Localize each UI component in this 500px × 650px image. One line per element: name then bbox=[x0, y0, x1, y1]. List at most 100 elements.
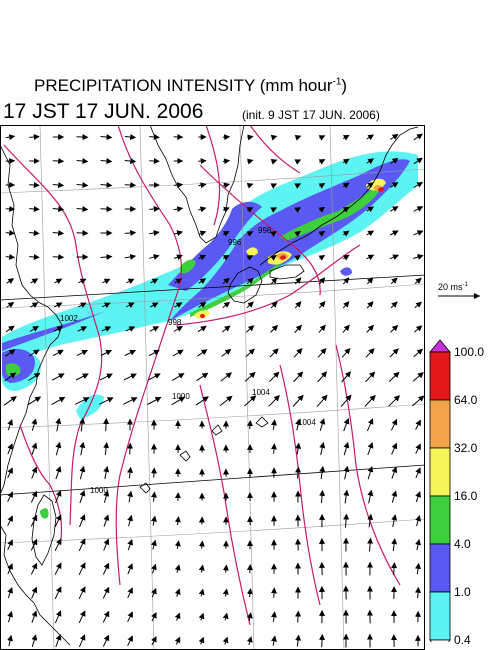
wind-vector bbox=[246, 636, 253, 646]
wind-vector bbox=[342, 182, 350, 189]
wind-vector bbox=[102, 634, 110, 647]
wind-vector bbox=[173, 182, 184, 189]
wind-vector bbox=[295, 634, 302, 647]
isobar-label: 998 bbox=[168, 318, 182, 327]
wind-vector bbox=[75, 397, 90, 405]
isobar-line bbox=[199, 384, 251, 626]
figure-title: PRECIPITATION INTENSITY (mm hour-1) bbox=[34, 76, 348, 95]
wind-vector bbox=[174, 588, 181, 597]
wind-vector bbox=[366, 206, 375, 213]
wind-vector bbox=[294, 277, 302, 285]
wind-vector bbox=[343, 513, 350, 528]
wind-vector bbox=[222, 636, 229, 645]
precip-area-green bbox=[280, 181, 384, 241]
valid-time-label: 17 JST 17 JUN. 2006 bbox=[3, 100, 204, 123]
wind-vector bbox=[391, 562, 398, 575]
wind-vector bbox=[52, 182, 65, 189]
wind-vector bbox=[54, 514, 62, 528]
wind-vector bbox=[198, 182, 207, 189]
wind-vector bbox=[151, 636, 157, 646]
wind-vector bbox=[147, 373, 161, 381]
wind-vector bbox=[172, 373, 185, 381]
wind-vector bbox=[100, 350, 112, 356]
wind-vector bbox=[149, 230, 160, 236]
colorbar-segment bbox=[429, 351, 451, 401]
wind-vector bbox=[78, 538, 86, 552]
wind-vector bbox=[390, 301, 398, 309]
wind-vector bbox=[270, 255, 277, 261]
wind-vector bbox=[413, 230, 424, 236]
wind-vector bbox=[270, 419, 277, 430]
wind-vector bbox=[28, 372, 41, 381]
wind-vector bbox=[31, 610, 38, 623]
wind-vector bbox=[174, 278, 183, 285]
wind-vector bbox=[29, 229, 40, 236]
wind-vector bbox=[366, 158, 375, 165]
wind-vector bbox=[174, 302, 183, 308]
wind-vector bbox=[151, 563, 157, 574]
isobar-label: 1002 bbox=[60, 314, 78, 323]
precipitation-field bbox=[2, 151, 418, 519]
isobar-line bbox=[19, 424, 63, 546]
wind-vector bbox=[29, 181, 40, 188]
wind-vector bbox=[149, 133, 160, 140]
wind-vector bbox=[174, 540, 181, 549]
wind-vector bbox=[79, 514, 86, 528]
wind-vector bbox=[103, 442, 110, 456]
wind-vector bbox=[4, 372, 17, 382]
wind-vector bbox=[270, 587, 277, 598]
wind-vector bbox=[221, 348, 232, 357]
wind-vector bbox=[342, 134, 350, 141]
wind-vector bbox=[30, 538, 38, 551]
wind-vector bbox=[27, 396, 42, 406]
wind-vector bbox=[103, 538, 110, 551]
wind-vector bbox=[391, 538, 398, 551]
wind-vector bbox=[415, 467, 421, 479]
wind-vector bbox=[76, 182, 89, 189]
colorbar-segment bbox=[429, 639, 451, 642]
wind-vector bbox=[270, 443, 277, 454]
wind-vector bbox=[77, 326, 88, 332]
wind-vector bbox=[30, 278, 39, 285]
wind-vector bbox=[343, 489, 350, 504]
wind-vector bbox=[341, 347, 351, 358]
wind-vector bbox=[316, 394, 328, 407]
wind-vector bbox=[270, 611, 277, 622]
coastline-japan-kyushu bbox=[227, 266, 263, 304]
coastline-japan-shikoku bbox=[269, 264, 305, 280]
isobar-label: 996 bbox=[228, 238, 242, 247]
precip-area-green bbox=[190, 257, 288, 317]
isobar-line bbox=[335, 344, 401, 586]
wind-vector bbox=[198, 254, 207, 261]
wind-vector bbox=[30, 514, 38, 527]
wind-vector bbox=[319, 633, 326, 648]
isobar-line bbox=[279, 364, 321, 606]
wind-vector bbox=[364, 394, 376, 407]
wind-vector bbox=[413, 206, 424, 212]
precipitation-colorbar bbox=[429, 339, 451, 642]
wind-vector bbox=[294, 183, 302, 189]
wind-vector bbox=[151, 587, 157, 598]
wind-vector bbox=[197, 325, 207, 333]
wind-vector bbox=[5, 134, 16, 141]
wind-vector bbox=[127, 563, 133, 575]
wind-vector bbox=[52, 254, 65, 261]
wind-vector bbox=[222, 182, 230, 189]
precip-area-red bbox=[280, 255, 286, 260]
wind-vector bbox=[413, 254, 424, 260]
wind-vector bbox=[54, 562, 62, 575]
wind-vector bbox=[245, 348, 255, 358]
wind-vector bbox=[198, 278, 207, 285]
wind-vector bbox=[101, 302, 111, 309]
wind-vector bbox=[268, 394, 280, 407]
wind-vector bbox=[7, 610, 13, 623]
wind-vector bbox=[318, 254, 326, 261]
wind-vector bbox=[222, 301, 231, 308]
wind-vector bbox=[150, 278, 159, 285]
wind-vector bbox=[76, 206, 89, 213]
wind-vector bbox=[198, 540, 205, 549]
wind-vector bbox=[174, 612, 181, 621]
wind-vector bbox=[6, 278, 15, 285]
wind-vector bbox=[391, 466, 398, 479]
wind-vector bbox=[7, 563, 13, 575]
